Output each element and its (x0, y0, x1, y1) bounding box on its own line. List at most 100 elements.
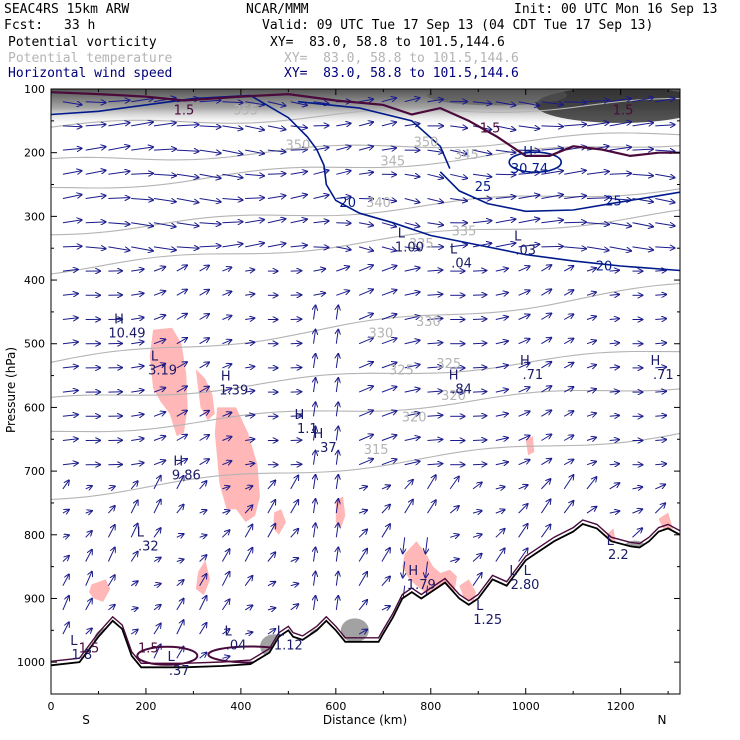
wind-vector (336, 475, 338, 489)
wind-vector (381, 548, 390, 562)
wind-vector (199, 246, 221, 247)
wind-vector (495, 293, 508, 296)
extremum-type: L (225, 624, 233, 639)
wind-vector (153, 123, 176, 127)
wind-vector (153, 198, 176, 202)
wind-vector (314, 499, 316, 514)
wind-vector (245, 486, 252, 489)
wind-vector (130, 500, 138, 514)
wind-vector (655, 367, 666, 368)
wind-vector (541, 362, 551, 369)
wind-vector (176, 290, 187, 296)
wind-vector (404, 222, 420, 227)
wind-vector (107, 548, 114, 562)
wind-vector (199, 223, 221, 224)
extremum-value: 10.49 (108, 326, 145, 341)
wind-vector (85, 550, 92, 562)
extremum-value: 1.12 (274, 638, 303, 653)
wind-vector (290, 500, 299, 514)
wind-vector (495, 197, 516, 199)
extremum-type: H (650, 354, 660, 369)
wind-vector (62, 390, 78, 392)
field-coords-theta: XY= 83.0, 58.8 to 101.5,144.6 (284, 51, 519, 66)
wind-vector (472, 367, 486, 368)
extremum-value: 1.79 (407, 578, 436, 593)
wind-vector (108, 198, 129, 199)
wind-vector (655, 319, 666, 320)
wind-vector (381, 459, 397, 466)
wind-vector (518, 244, 540, 247)
wind-vector (62, 246, 82, 247)
wind-vector (176, 314, 187, 320)
header-fcst-value: 33 h (64, 18, 96, 33)
wind-vector (564, 102, 586, 103)
wind-vector (609, 440, 619, 441)
wind-vector (130, 524, 138, 538)
wind-vector (586, 171, 609, 174)
wind-label: H (523, 145, 533, 160)
wind-vector (153, 476, 161, 490)
wind-vector (404, 198, 420, 203)
wind-vector (267, 552, 275, 562)
wind-vector (176, 580, 184, 587)
extremum-value: .32 (138, 540, 159, 555)
wind-vector (632, 487, 643, 489)
wind-vector (62, 535, 69, 537)
wind-vector (518, 504, 528, 514)
x-tick-label: 600 (325, 700, 346, 713)
wind-vector (314, 354, 316, 368)
wind-vector (472, 573, 482, 586)
y-tick-label: 700 (24, 465, 45, 478)
wind-vector (199, 173, 221, 178)
pv-shaded-region (273, 509, 286, 535)
wind-vector (290, 172, 307, 175)
wind-vector (632, 123, 654, 126)
wind-vector (586, 292, 596, 295)
pv-label: 1.5 (138, 642, 159, 657)
wind-vector (563, 501, 573, 514)
wind-vector (359, 99, 373, 102)
wind-vector (632, 528, 643, 538)
wind-vector (541, 246, 563, 247)
wind-vector (358, 314, 373, 320)
wind-vector (404, 247, 420, 249)
wind-vector (222, 102, 242, 103)
wind-vector (267, 101, 286, 106)
wind-vector (336, 306, 338, 320)
wind-vector (222, 292, 231, 296)
wind-vector (199, 126, 221, 127)
wind-vector (176, 505, 184, 514)
extremum-type: H (173, 454, 183, 469)
wind-vector (586, 413, 596, 416)
wind-vector (290, 476, 299, 490)
wind-vector (403, 537, 405, 553)
wind-vector (244, 525, 252, 538)
wind-vector (222, 437, 231, 441)
extremum-value: 1.00 (395, 240, 424, 255)
wind-vector (450, 199, 467, 202)
pv-label: 1.5 (613, 103, 634, 118)
wind-vector (199, 574, 207, 586)
wind-vector (472, 343, 486, 344)
wind-vector (450, 173, 467, 178)
y-tick-label: 600 (24, 401, 45, 414)
wind-vector (358, 362, 373, 369)
wind-vector (518, 436, 530, 441)
wind-vector (427, 318, 443, 319)
wind-vector (655, 415, 666, 416)
extremum-type: H (313, 427, 323, 442)
wind-vector (244, 548, 252, 562)
wind-vector (176, 599, 184, 611)
wind-vector (472, 483, 482, 490)
wind-vector (518, 485, 528, 489)
y-tick-label: 100 (24, 83, 45, 96)
wind-vector (427, 415, 443, 416)
extremum-value: .71 (653, 368, 674, 383)
wind-vector (541, 386, 551, 393)
wind-vector (336, 427, 338, 441)
wind-vector (245, 294, 254, 295)
wind-vector (563, 387, 573, 393)
wind-vector (472, 149, 491, 154)
wind-vector (336, 171, 350, 175)
theta-label: 325 (436, 357, 461, 372)
